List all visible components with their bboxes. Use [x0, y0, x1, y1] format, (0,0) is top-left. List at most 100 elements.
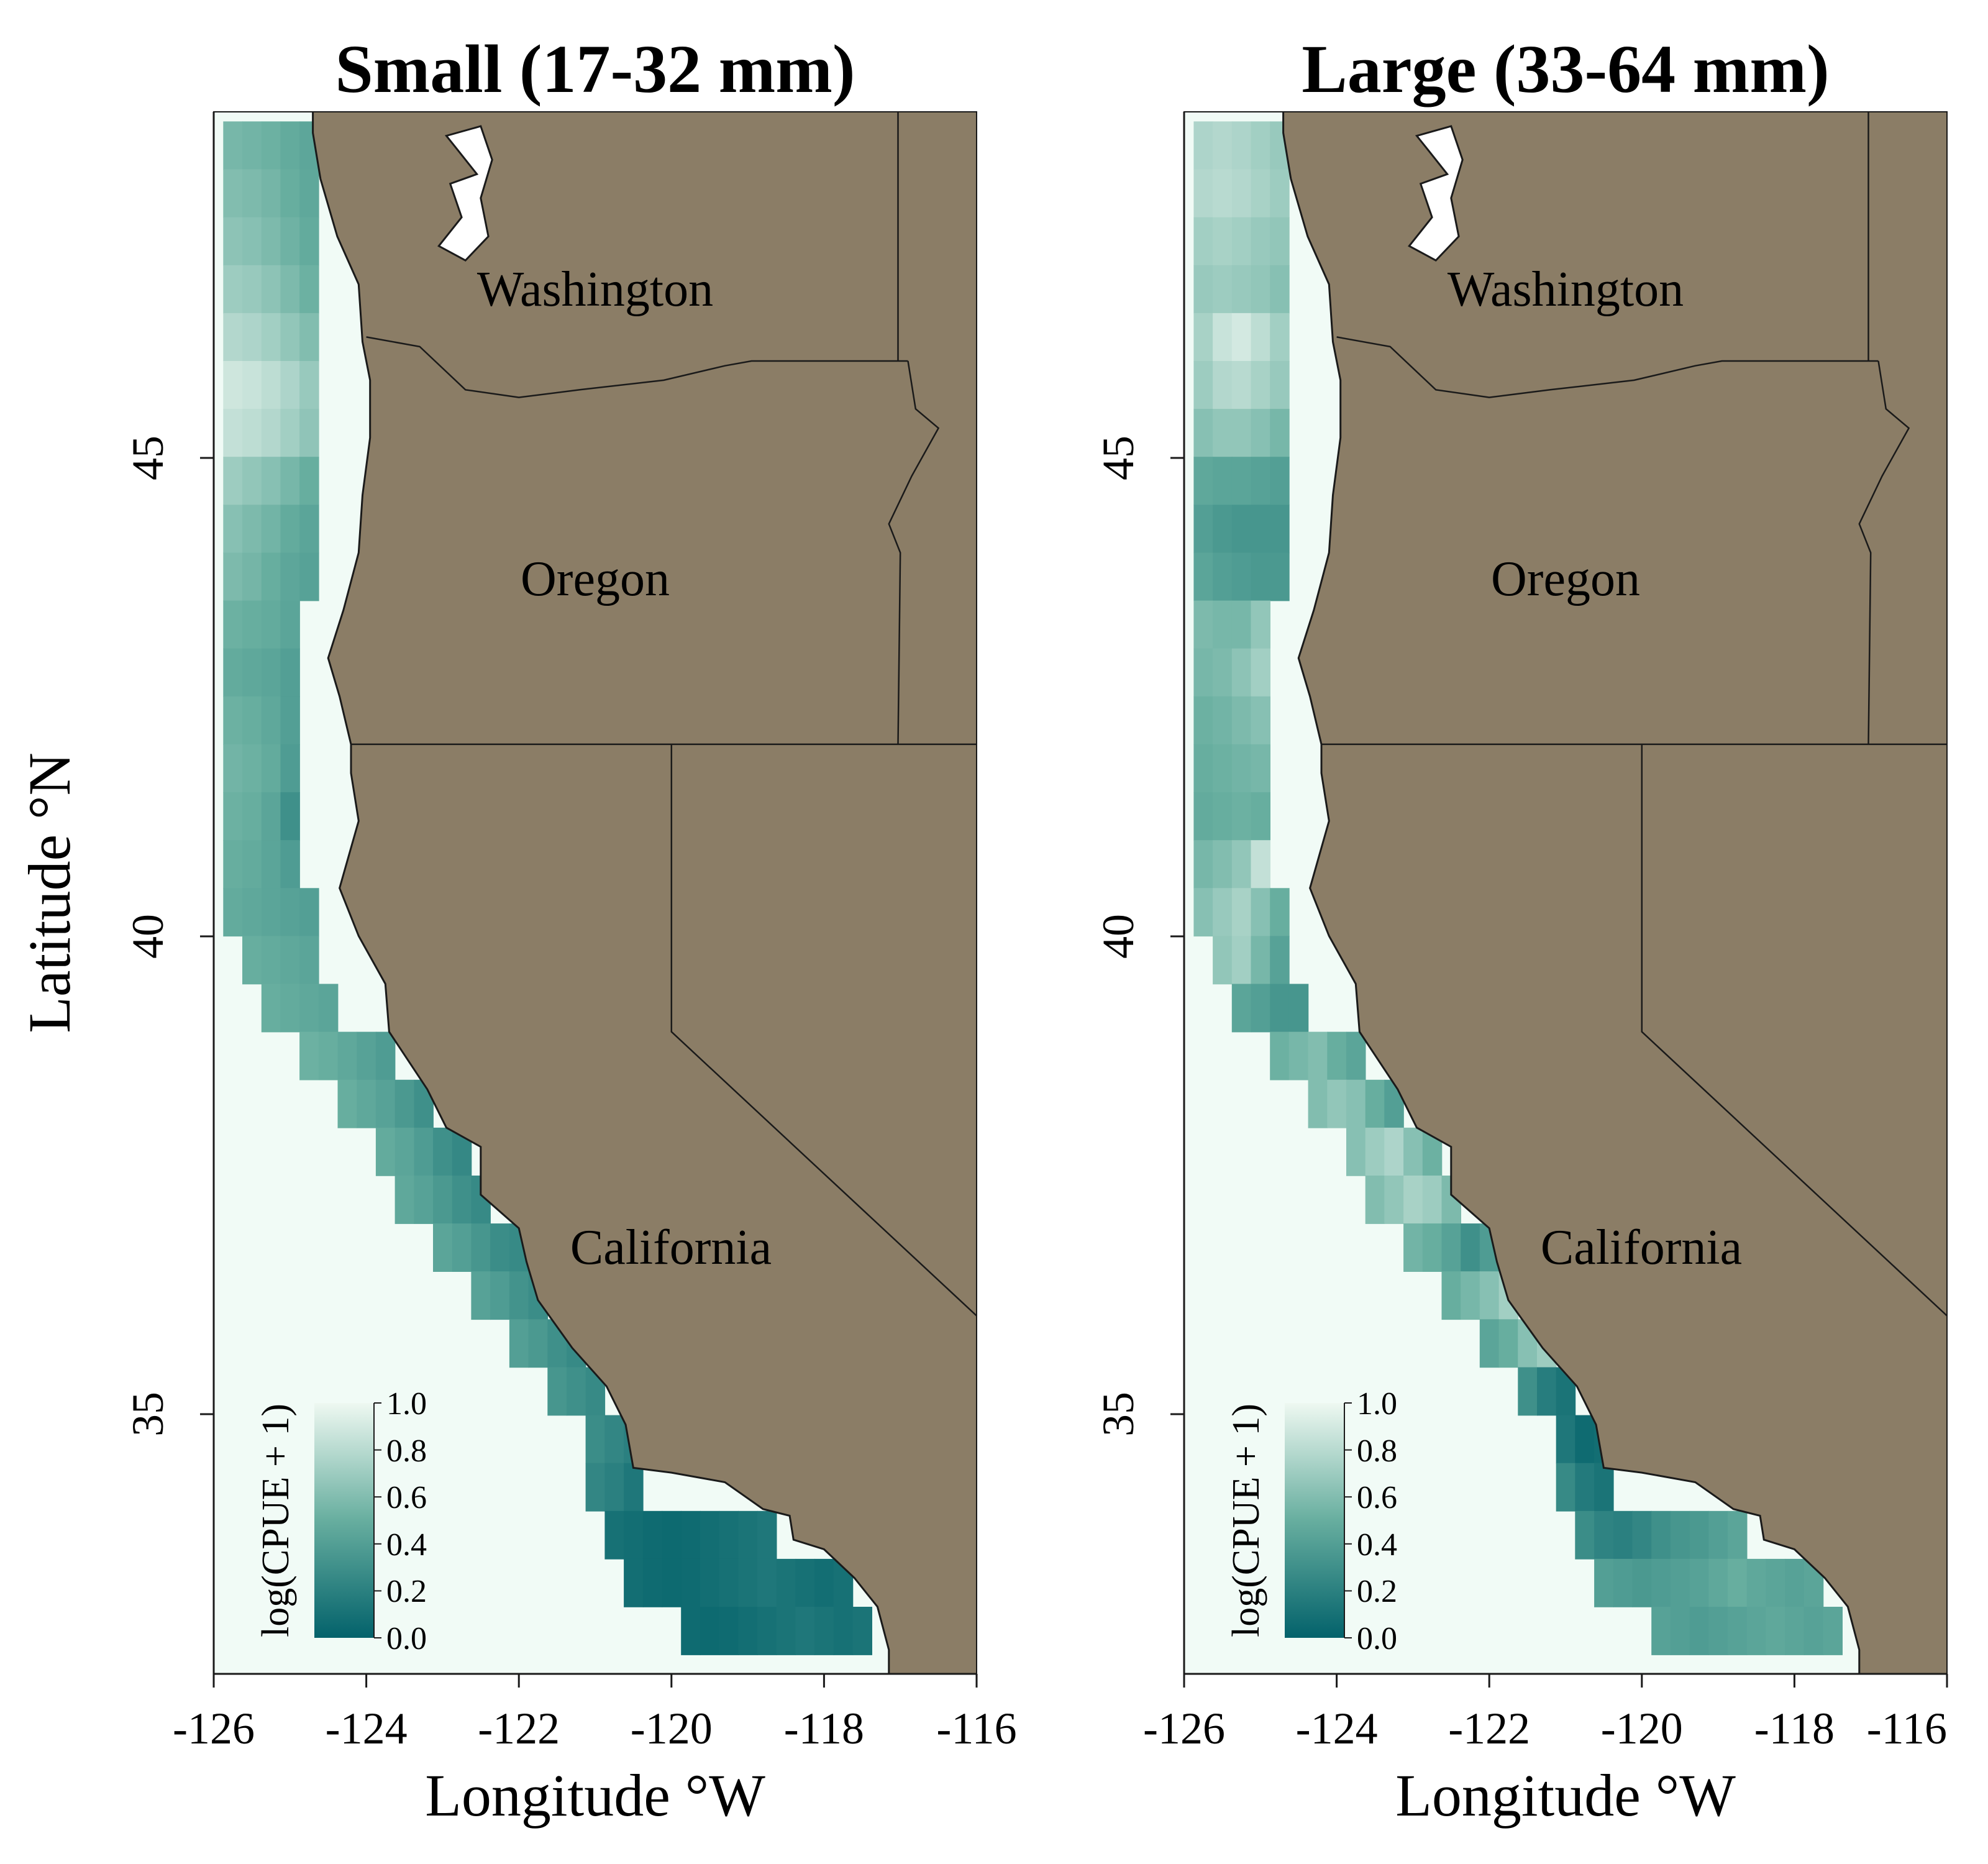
cpue-cell: [1231, 744, 1252, 793]
x-tick: -122: [1448, 1704, 1530, 1753]
cpue-cell: [814, 1558, 834, 1607]
cpue-cell: [1251, 744, 1270, 793]
panel-title: Large (33-64 mm): [1302, 31, 1829, 107]
cpue-cell: [223, 648, 243, 697]
panel-title: Small (17-32 mm): [335, 31, 855, 107]
cpue-cell: [1479, 1271, 1500, 1320]
legend-tick: 0.0: [1357, 1621, 1397, 1656]
cpue-cell: [299, 313, 319, 362]
cpue-grid: [1193, 121, 1843, 1655]
y-tick: 40: [1093, 914, 1143, 959]
cpue-cell: [1213, 696, 1233, 745]
cpue-cell: [1193, 600, 1213, 649]
cpue-cell: [585, 1415, 606, 1464]
cpue-cell: [1441, 1271, 1461, 1320]
cpue-cell: [662, 1558, 682, 1607]
cpue-cell: [394, 1176, 415, 1224]
state-label-oregon: Oregon: [1491, 552, 1640, 606]
cpue-cell: [1213, 552, 1233, 601]
x-tick: -120: [1601, 1704, 1683, 1753]
cpue-cell: [1422, 1223, 1443, 1272]
x-tick: -116: [1867, 1704, 1947, 1753]
cpue-cell: [280, 696, 300, 745]
cpue-cell: [757, 1607, 777, 1655]
puget-sound: [1408, 125, 1464, 262]
cpue-cell: [1270, 409, 1290, 457]
cpue-cell: [1575, 1463, 1595, 1512]
cpue-cell: [1785, 1607, 1805, 1655]
cpue-cell: [1556, 1463, 1576, 1512]
cpue-cell: [280, 457, 300, 506]
cpue-cell: [719, 1607, 739, 1655]
cpue-cell: [280, 552, 300, 601]
cpue-cell: [433, 1223, 453, 1272]
cpue-cell: [1193, 792, 1213, 841]
cpue-cell: [223, 217, 243, 266]
cpue-cell: [280, 409, 300, 457]
cpue-cell: [1251, 505, 1270, 554]
cpue-cell: [1403, 1223, 1423, 1272]
cpue-cell: [318, 984, 339, 1033]
cpue-cell: [261, 121, 281, 170]
cpue-grid: [223, 121, 872, 1655]
cpue-cell: [604, 1510, 624, 1560]
legend-tick: 0.2: [1357, 1574, 1397, 1609]
cpue-cell: [1213, 313, 1233, 362]
cpue-cell: [738, 1558, 758, 1607]
cpue-cell: [1575, 1415, 1595, 1464]
cpue-cell: [1251, 457, 1270, 506]
cpue-cell: [1518, 1367, 1538, 1416]
cpue-cell: [280, 888, 300, 937]
cpue-cell: [547, 1367, 567, 1416]
cpue-cell: [1270, 936, 1290, 985]
cpue-cell: [1365, 1127, 1385, 1176]
cpue-cell: [223, 505, 243, 554]
y-tick: 35: [123, 1392, 173, 1437]
cpue-cell: [242, 217, 262, 266]
cpue-cell: [1193, 744, 1213, 793]
state-label-washington: Washington: [1448, 262, 1684, 317]
cpue-cell: [242, 265, 262, 314]
cpue-cell: [681, 1607, 701, 1655]
legend-tick: 0.8: [386, 1433, 427, 1469]
cpue-cell: [1270, 505, 1290, 554]
legend-title: log(CPUE + 1): [1225, 1404, 1267, 1637]
cpue-cell: [1346, 1079, 1366, 1128]
cpue-cell: [1632, 1510, 1652, 1560]
cpue-cell: [299, 936, 319, 985]
cpue-cell: [719, 1558, 739, 1607]
y-tick: 45: [123, 436, 173, 480]
cpue-cell: [624, 1558, 644, 1607]
x-tick: -124: [1296, 1704, 1378, 1753]
cpue-cell: [1670, 1607, 1690, 1655]
cpue-cell: [1270, 552, 1290, 601]
cpue-cell: [299, 265, 319, 314]
cpue-cell: [242, 648, 262, 697]
cpue-cell: [1213, 457, 1233, 506]
cpue-cell: [1193, 361, 1213, 409]
cpue-cell: [1231, 552, 1252, 601]
cpue-cell: [1308, 1079, 1328, 1128]
cpue-cell: [1213, 600, 1233, 649]
cpue-cell: [1594, 1510, 1614, 1560]
cpue-cell: [757, 1510, 777, 1560]
cpue-cell: [1231, 217, 1252, 266]
cpue-cell: [509, 1271, 529, 1320]
cpue-cell: [223, 457, 243, 506]
cpue-cell: [1231, 361, 1252, 409]
x-tick: -122: [478, 1704, 560, 1753]
cpue-cell: [1728, 1558, 1748, 1607]
cpue-cell: [261, 313, 281, 362]
cpue-cell: [1251, 409, 1270, 457]
cpue-cell: [1746, 1607, 1767, 1655]
cpue-cell: [242, 840, 262, 889]
cpue-cell: [242, 744, 262, 793]
cpue-cell: [1193, 648, 1213, 697]
cpue-cell: [1251, 217, 1270, 266]
cpue-cell: [471, 1223, 491, 1272]
cpue-cell: [1689, 1510, 1710, 1560]
cpue-cell: [624, 1510, 644, 1560]
cpue-cell: [280, 169, 300, 218]
cpue-cell: [1213, 361, 1233, 409]
legend-tick: 1.0: [386, 1386, 427, 1422]
